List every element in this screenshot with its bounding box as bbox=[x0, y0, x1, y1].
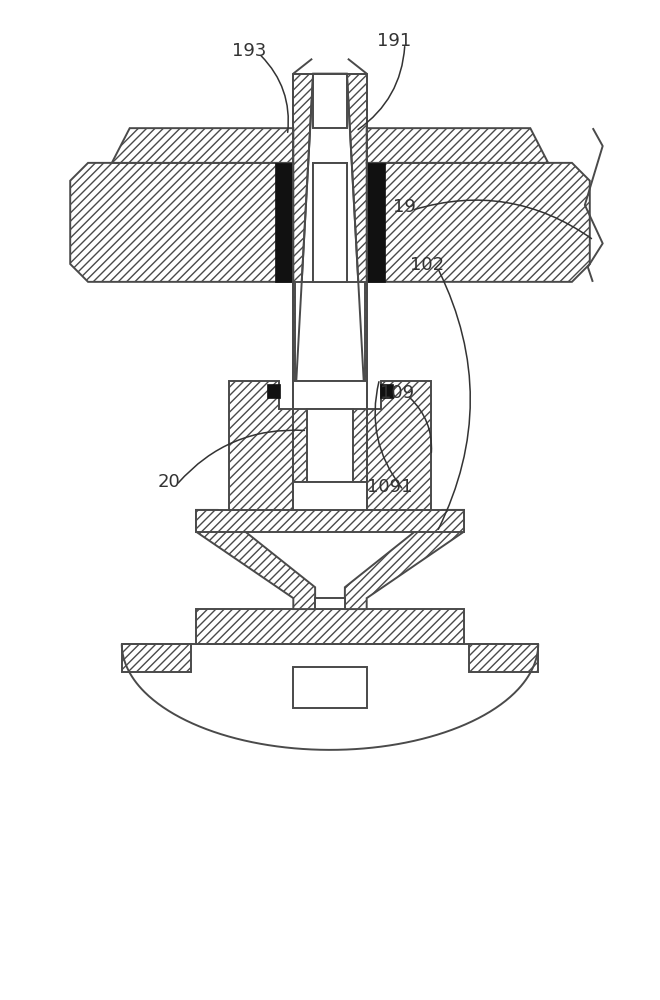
Text: 20: 20 bbox=[158, 473, 181, 491]
Polygon shape bbox=[275, 163, 293, 282]
Polygon shape bbox=[379, 384, 393, 398]
Polygon shape bbox=[367, 163, 385, 282]
Polygon shape bbox=[196, 510, 464, 532]
Text: 109: 109 bbox=[380, 384, 414, 402]
Text: 19: 19 bbox=[393, 198, 416, 216]
Polygon shape bbox=[345, 510, 464, 609]
Polygon shape bbox=[469, 644, 539, 672]
Polygon shape bbox=[293, 482, 367, 510]
Polygon shape bbox=[229, 381, 307, 510]
Polygon shape bbox=[293, 381, 367, 409]
Text: 191: 191 bbox=[378, 32, 412, 50]
Polygon shape bbox=[121, 644, 539, 750]
Polygon shape bbox=[121, 644, 191, 672]
Text: 193: 193 bbox=[232, 42, 266, 60]
Polygon shape bbox=[112, 128, 293, 163]
Polygon shape bbox=[315, 598, 345, 609]
Polygon shape bbox=[293, 667, 367, 708]
Polygon shape bbox=[196, 510, 315, 609]
Text: 102: 102 bbox=[410, 256, 444, 274]
Polygon shape bbox=[307, 409, 353, 482]
Text: 1091: 1091 bbox=[367, 478, 412, 496]
Polygon shape bbox=[196, 609, 464, 644]
Polygon shape bbox=[313, 163, 347, 282]
Polygon shape bbox=[296, 74, 364, 381]
Polygon shape bbox=[367, 128, 548, 163]
Polygon shape bbox=[353, 381, 431, 510]
Polygon shape bbox=[70, 163, 293, 282]
Polygon shape bbox=[367, 163, 590, 282]
Polygon shape bbox=[293, 74, 367, 510]
Polygon shape bbox=[295, 282, 365, 381]
Polygon shape bbox=[267, 384, 280, 398]
Polygon shape bbox=[313, 163, 347, 282]
Polygon shape bbox=[313, 74, 347, 128]
